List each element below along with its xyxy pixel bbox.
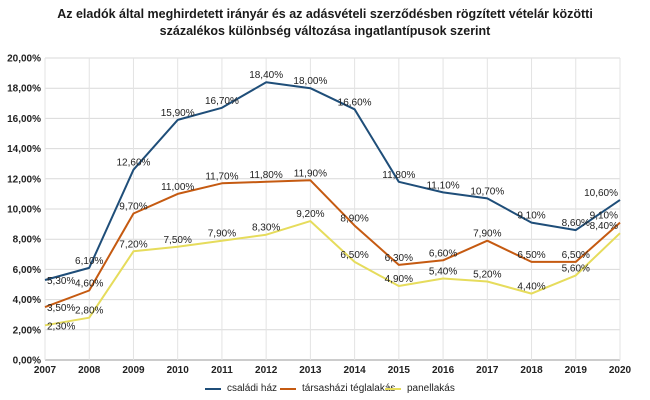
x-tick-label: 2010 — [167, 365, 190, 376]
chart-title-line-1: Az eladók által meghirdetett irányár és … — [57, 7, 593, 21]
data-label: 11,70% — [205, 171, 238, 182]
data-label: 4,40% — [517, 282, 545, 293]
data-label: 7,20% — [119, 239, 147, 250]
data-label: 5,60% — [562, 263, 590, 274]
data-label: 16,60% — [338, 97, 372, 108]
x-tick-label: 2008 — [78, 365, 101, 376]
x-tick-label: 2009 — [122, 365, 145, 376]
legend-item-1: családi ház — [205, 383, 277, 394]
data-label: 6,50% — [517, 250, 545, 261]
data-label: 15,90% — [161, 108, 195, 119]
x-tick-label: 2017 — [476, 365, 499, 376]
x-tick-label: 2007 — [34, 365, 57, 376]
legend-swatch — [205, 387, 221, 390]
data-label: 6,50% — [562, 250, 590, 261]
data-label: 11,80% — [382, 170, 415, 181]
data-label: 8,60% — [562, 218, 590, 229]
data-label: 16,70% — [205, 96, 239, 107]
y-tick-label: 10,00% — [7, 205, 41, 216]
y-tick-label: 14,00% — [7, 144, 41, 155]
series-line-1 — [44, 81, 621, 281]
data-label: 11,10% — [426, 180, 459, 191]
legend-item-2: társasházi téglalakás — [280, 383, 395, 394]
x-tick-label: 2016 — [432, 365, 455, 376]
y-tick-label: 4,00% — [13, 295, 41, 306]
data-label: 2,80% — [75, 306, 103, 317]
data-label: 7,90% — [208, 229, 236, 240]
x-tick-label: 2020 — [609, 365, 632, 376]
x-tick-label: 2018 — [520, 365, 543, 376]
data-label: 10,70% — [470, 186, 504, 197]
y-tick-label: 0,00% — [13, 356, 41, 367]
chart-title-line-2: százalékos különbség változása ingatlant… — [159, 24, 491, 38]
legend-label: családi ház — [227, 383, 278, 394]
x-tick-label: 2012 — [255, 365, 278, 376]
data-label: 8,40% — [590, 221, 618, 232]
x-tick-label: 2015 — [388, 365, 411, 376]
data-label: 5,30% — [47, 276, 75, 287]
data-label: 8,30% — [252, 223, 280, 234]
y-tick-label: 2,00% — [13, 325, 41, 336]
data-label: 4,60% — [75, 279, 103, 290]
data-label: 7,50% — [164, 235, 192, 246]
data-label: 6,10% — [75, 256, 103, 267]
y-tick-label: 8,00% — [13, 235, 41, 246]
series-line-3 — [44, 220, 621, 327]
y-tick-label: 6,00% — [13, 265, 41, 276]
x-tick-label: 2013 — [299, 365, 322, 376]
data-label: 11,80% — [250, 170, 283, 181]
legend-item-3: panellakás — [385, 383, 455, 394]
data-label: 4,90% — [385, 274, 413, 285]
data-label: 9,10% — [590, 211, 618, 222]
y-tick-label: 20,00% — [7, 54, 41, 65]
data-label: 6,60% — [429, 248, 457, 259]
legend-label: társasházi téglalakás — [302, 383, 396, 394]
y-tick-label: 12,00% — [7, 174, 41, 185]
data-label: 8,90% — [340, 214, 368, 225]
data-label: 11,90% — [294, 168, 327, 179]
data-label: 11,00% — [161, 182, 194, 193]
data-label: 5,20% — [473, 269, 501, 280]
data-label: 12,60% — [117, 158, 151, 169]
data-label: 6,50% — [340, 250, 368, 261]
data-label: 3,50% — [47, 303, 75, 314]
legend-label: panellakás — [407, 383, 455, 394]
x-tick-label: 2014 — [343, 365, 366, 376]
data-label: 9,70% — [119, 202, 147, 213]
data-label: 6,30% — [385, 253, 413, 264]
data-label: 18,40% — [249, 70, 283, 81]
x-tick-label: 2011 — [211, 365, 233, 376]
gridlines — [44, 57, 621, 361]
series-line-2 — [44, 179, 621, 309]
x-tick-label: 2019 — [565, 365, 588, 376]
data-label: 5,40% — [429, 266, 457, 277]
data-label: 18,00% — [293, 76, 327, 87]
y-tick-label: 18,00% — [7, 84, 41, 95]
data-label: 2,30% — [47, 321, 75, 332]
data-label: 9,20% — [296, 209, 324, 220]
legend-swatch — [385, 387, 401, 390]
y-tick-label: 16,00% — [7, 114, 41, 125]
chart-title: Az eladók által meghirdetett irányár és … — [0, 6, 650, 40]
data-label: 10,60% — [584, 188, 618, 199]
chart-legend: családi ház társasházi téglalakás panellak… — [0, 383, 650, 397]
data-label: 7,90% — [473, 229, 501, 240]
legend-swatch — [280, 387, 296, 390]
data-label: 9,10% — [517, 211, 545, 222]
